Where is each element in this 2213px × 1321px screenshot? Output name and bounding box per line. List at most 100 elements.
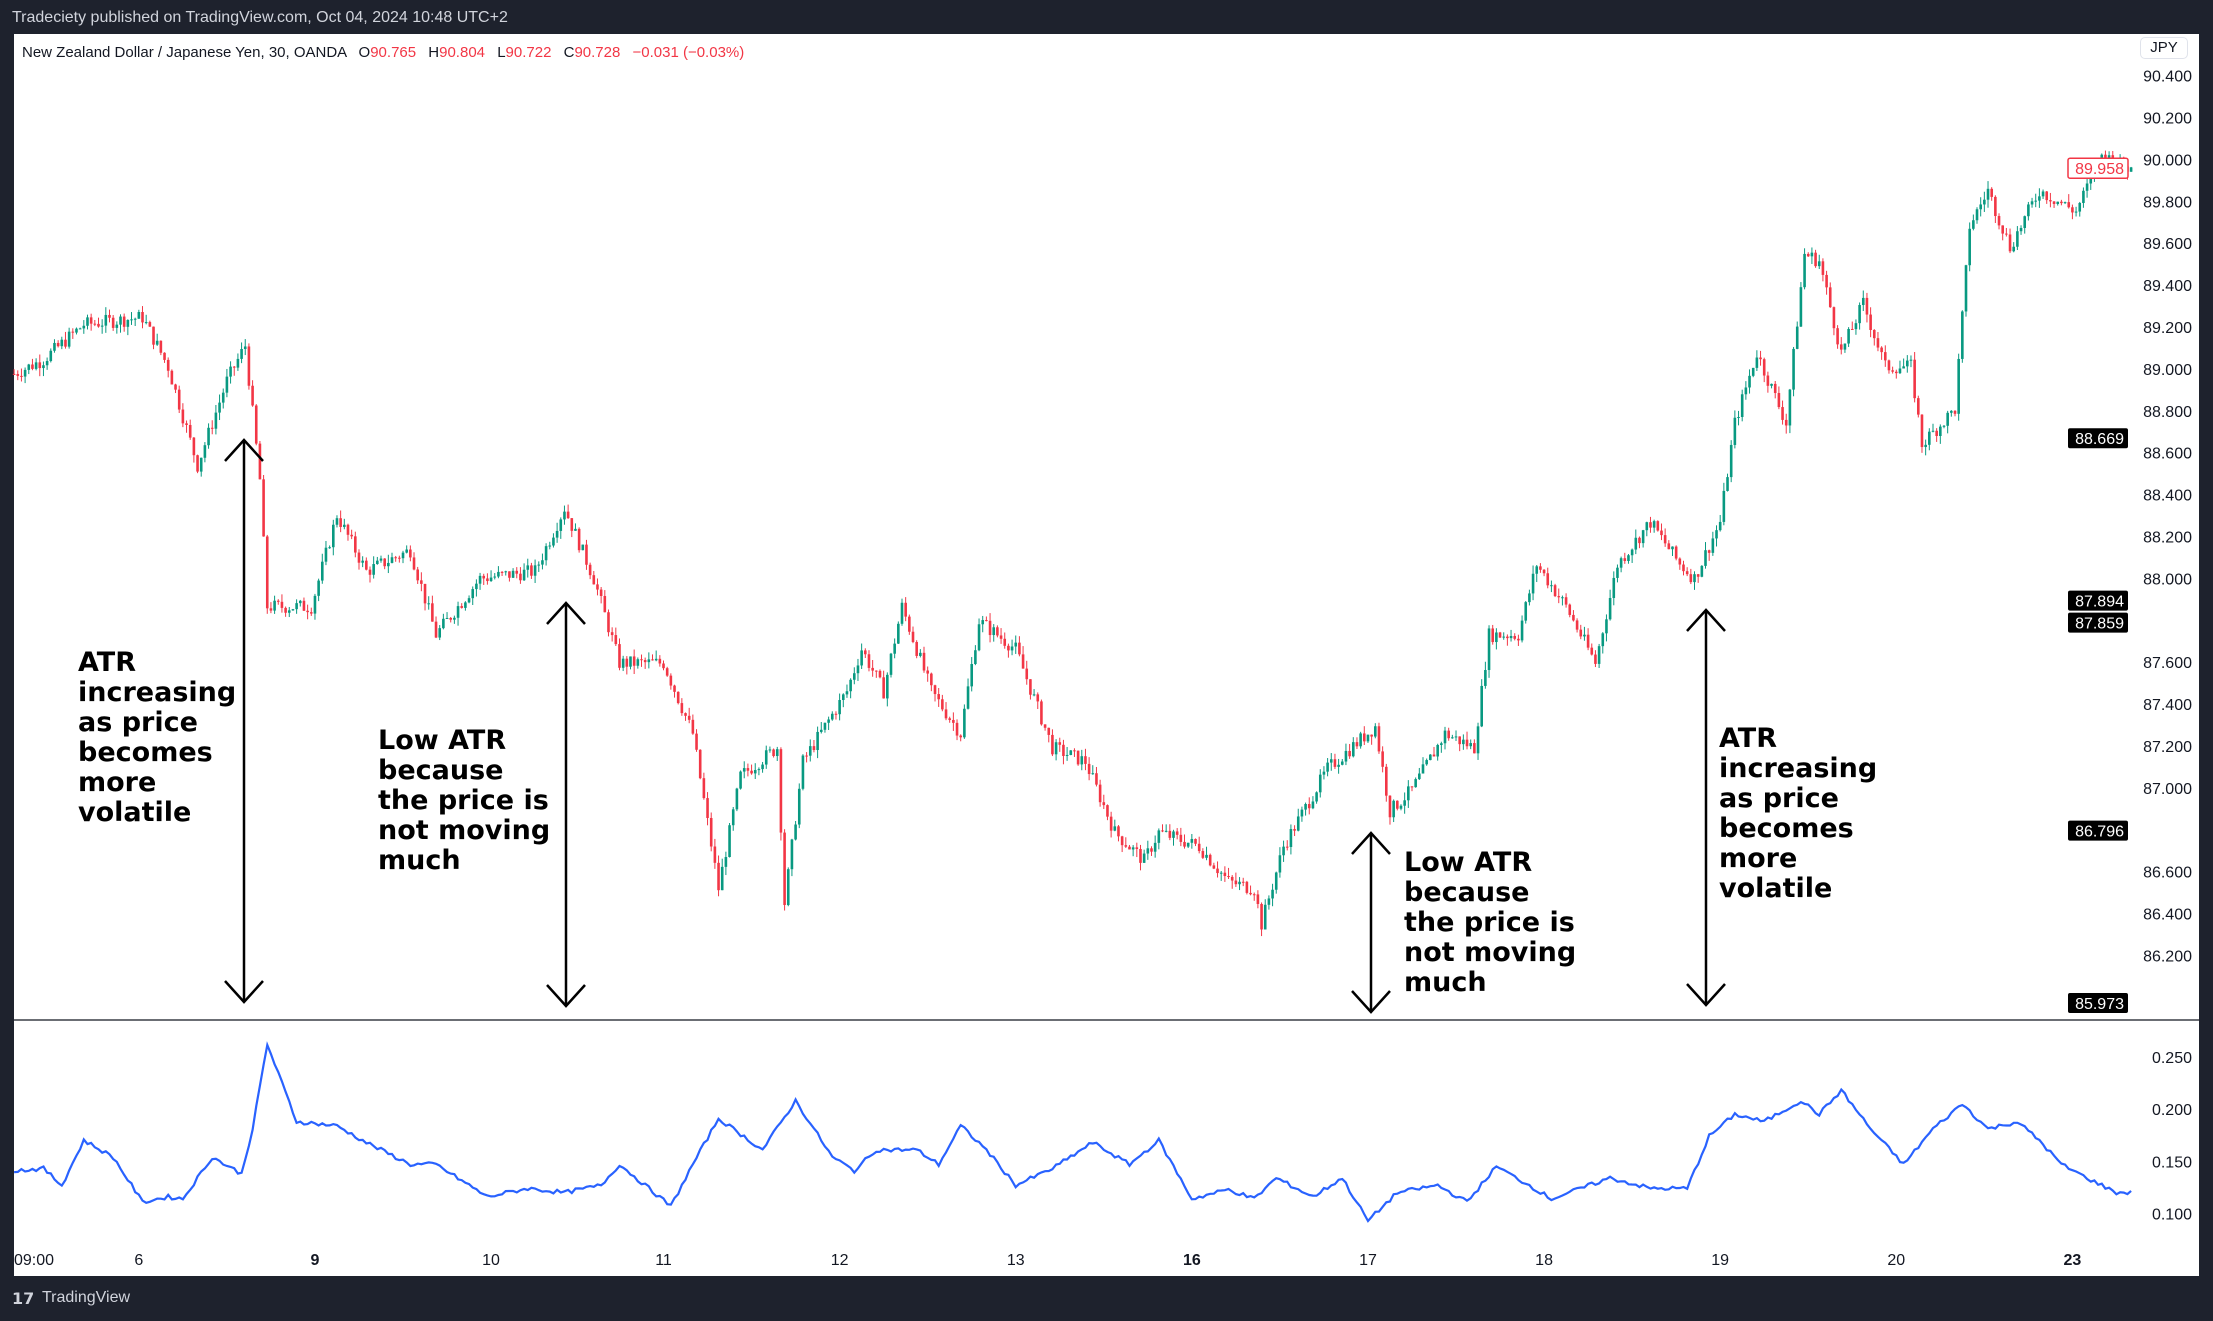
candle-body: [2008, 234, 2012, 252]
candle-body: [603, 595, 607, 613]
candle-body: [1337, 764, 1340, 767]
candle: [1550, 580, 1553, 593]
candle-body: [948, 718, 951, 720]
candle-body: [2082, 190, 2085, 203]
candle-body: [181, 409, 185, 424]
candle: [379, 555, 383, 563]
candle: [2063, 201, 2067, 205]
candle-body: [1300, 809, 1304, 817]
candle-body: [350, 534, 353, 537]
candle: [941, 694, 944, 712]
candle-body: [1594, 654, 1597, 664]
candle-body: [104, 314, 108, 326]
candle: [801, 754, 805, 791]
candle: [1920, 414, 1924, 453]
candle: [1201, 848, 1205, 860]
candle-body: [1370, 734, 1373, 737]
time-tick-label: 11: [655, 1252, 672, 1269]
candle-body: [1872, 330, 1876, 339]
candle-body: [1858, 305, 1861, 324]
candle: [1073, 748, 1076, 757]
chart-pane[interactable]: [14, 34, 2199, 1276]
tradingview-logo[interactable]: 𝟭𝟳: [12, 1291, 35, 1308]
candle-body: [1010, 646, 1014, 651]
symbol-legend[interactable]: New Zealand Dollar / Japanese Yen, 30, O…: [22, 44, 744, 61]
candle: [629, 656, 632, 670]
candle: [805, 752, 808, 763]
candle: [1432, 746, 1436, 757]
candle: [698, 749, 702, 780]
candle: [1142, 849, 1146, 864]
candle: [1766, 371, 1770, 393]
candle-body: [739, 771, 742, 789]
candle: [320, 553, 324, 584]
candle-body: [1994, 196, 1997, 217]
candle: [2016, 226, 2019, 251]
candle: [761, 761, 764, 773]
candle-body: [1139, 848, 1142, 863]
tradingview-name[interactable]: TradingView: [42, 1289, 131, 1306]
candle: [731, 806, 735, 831]
candle: [346, 523, 350, 541]
candle-body: [864, 650, 867, 655]
symbol-name[interactable]: New Zealand Dollar / Japanese Yen, 30, O…: [22, 44, 347, 61]
candle: [1939, 424, 1942, 444]
candle-body: [871, 667, 874, 671]
candle: [317, 578, 320, 602]
candle: [12, 369, 16, 376]
candle: [1084, 748, 1087, 771]
time-tick-label: 12: [831, 1252, 849, 1269]
candle: [1153, 835, 1157, 858]
candle: [159, 340, 163, 356]
candle-body: [339, 518, 342, 527]
candle: [49, 348, 53, 363]
candle-body: [687, 715, 691, 720]
candle: [849, 678, 852, 699]
candle-body: [1605, 619, 1608, 634]
currency-button[interactable]: JPY: [2140, 37, 2188, 59]
candle: [1608, 589, 1612, 621]
candle-body: [1671, 546, 1674, 550]
candle: [2052, 201, 2056, 208]
candle-body: [126, 320, 130, 327]
candle: [1722, 482, 1726, 526]
candle: [60, 336, 64, 350]
candle-body: [647, 659, 651, 663]
candle-body: [621, 658, 625, 668]
candle: [522, 563, 526, 581]
candle: [860, 643, 863, 669]
candle-body: [1986, 188, 1990, 200]
candle: [691, 714, 695, 735]
candle: [988, 613, 992, 643]
atr-axis: 0.250 0.200 0.150 0.100: [2152, 1050, 2192, 1224]
candle-body: [1150, 848, 1153, 852]
candle: [985, 616, 988, 622]
candle: [1095, 766, 1098, 787]
candle-body: [2074, 211, 2078, 213]
candle-body: [438, 628, 442, 638]
candle: [210, 420, 214, 435]
candle-body: [2001, 225, 2004, 234]
candle-body: [577, 528, 581, 551]
candle-body: [731, 809, 735, 826]
candle: [867, 650, 871, 672]
candle: [2030, 197, 2034, 208]
candle-body: [2067, 202, 2071, 208]
candle-body: [2045, 191, 2049, 201]
candle: [1531, 565, 1535, 601]
candle-body: [1396, 800, 1399, 809]
candle-body: [1777, 393, 1781, 408]
candle-body: [346, 524, 350, 535]
candle-body: [709, 817, 713, 847]
candle: [2001, 225, 2004, 241]
candle: [680, 698, 684, 716]
candle: [1091, 765, 1095, 775]
candle-body: [1076, 750, 1080, 765]
candle-body: [1407, 786, 1410, 801]
candle: [651, 654, 654, 661]
candle: [1674, 545, 1678, 561]
candle-body: [1087, 763, 1091, 775]
candle-body: [2019, 227, 2023, 232]
candle: [1014, 635, 1018, 654]
